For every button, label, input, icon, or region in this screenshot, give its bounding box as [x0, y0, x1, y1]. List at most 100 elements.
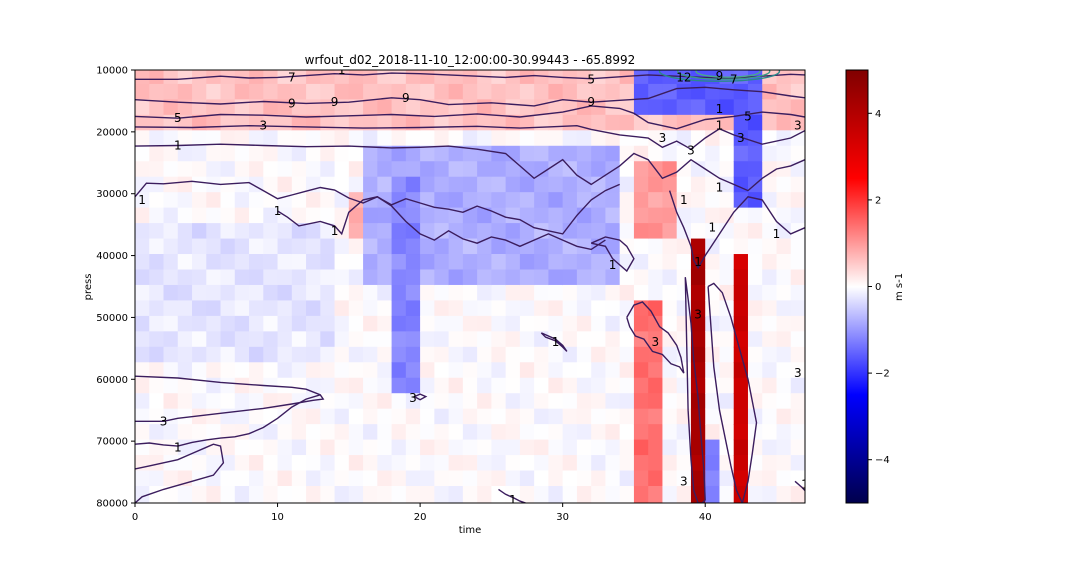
heatmap-cell [391, 331, 407, 348]
heatmap-cell [705, 99, 721, 116]
heatmap-cell [263, 424, 279, 441]
contour-label: 1 [338, 63, 346, 77]
heatmap-cell [206, 331, 222, 348]
heatmap-cell [477, 70, 492, 85]
heatmap-cell [662, 238, 678, 255]
heatmap-cell [277, 393, 293, 410]
heatmap-cell [776, 83, 792, 100]
heatmap-cell [462, 176, 478, 193]
heatmap-cell [719, 485, 735, 503]
heatmap-cell [448, 424, 464, 441]
heatmap-cell [548, 114, 564, 131]
heatmap-cell [149, 99, 165, 116]
heatmap-cell [648, 207, 664, 224]
heatmap-cell [648, 470, 664, 487]
heatmap-cell [405, 130, 421, 147]
colorbar-tick-label: −2 [875, 369, 890, 380]
heatmap-cell [163, 362, 179, 379]
heatmap-cell [149, 300, 165, 317]
heatmap-cell [448, 393, 464, 410]
heatmap-cell [220, 99, 236, 116]
heatmap-cell [633, 439, 649, 456]
heatmap-cell [690, 254, 706, 271]
heatmap-cell [220, 470, 236, 487]
heatmap-cell [605, 254, 621, 271]
heatmap-cell [149, 439, 165, 456]
heatmap-cell [491, 455, 507, 472]
heatmap-cell [434, 192, 450, 209]
heatmap-cell [762, 223, 778, 240]
contour-line [498, 488, 526, 503]
heatmap-cell [149, 346, 165, 363]
heatmap-cell [719, 315, 735, 332]
heatmap-cell [690, 300, 706, 317]
colorbar-tick-label: 2 [875, 195, 881, 206]
heatmap-cell [519, 192, 535, 209]
heatmap-cell [306, 130, 321, 147]
heatmap-cell [776, 223, 792, 240]
contour-label: 3 [160, 414, 168, 428]
heatmap-cell [348, 362, 364, 379]
heatmap-cell [747, 315, 763, 332]
heatmap-cell [477, 362, 492, 379]
heatmap-cell [505, 145, 521, 162]
heatmap-cell [405, 192, 421, 209]
heatmap-cell [733, 393, 749, 410]
heatmap-cell [377, 130, 393, 147]
heatmap-cell [648, 284, 664, 302]
heatmap-cell [334, 300, 350, 317]
heatmap-cell [249, 254, 264, 271]
heatmap-cell [220, 130, 236, 147]
heatmap-cell [733, 114, 749, 131]
heatmap-cell [434, 439, 450, 456]
heatmap-cell [291, 439, 307, 456]
heatmap-cell [605, 346, 621, 363]
heatmap-cell [719, 207, 735, 224]
heatmap-cell [220, 114, 236, 131]
heatmap-cell [491, 439, 507, 456]
heatmap-cell [491, 269, 507, 286]
heatmap-cell [163, 470, 179, 487]
heatmap-cell [234, 238, 250, 255]
heatmap-cell [519, 470, 535, 487]
heatmap-cell [377, 346, 393, 363]
heatmap-cell [519, 70, 535, 85]
heatmap-cell [548, 192, 564, 209]
heatmap-cell [633, 315, 649, 332]
heatmap-cell [405, 83, 421, 100]
heatmap-cell [277, 223, 293, 240]
heatmap-cell [534, 269, 550, 286]
heatmap-cell [149, 145, 165, 162]
heatmap-cell [263, 284, 279, 302]
heatmap-cell [363, 254, 378, 271]
heatmap-cell [633, 269, 649, 286]
contour-label: 1 [694, 255, 702, 269]
heatmap-cell [776, 99, 792, 116]
heatmap-cell [163, 192, 179, 209]
heatmap-cell [320, 284, 336, 302]
heatmap-cell [434, 269, 450, 286]
heatmap-cell [462, 300, 478, 317]
heatmap-cell [391, 315, 407, 332]
heatmap-cell [662, 145, 678, 162]
heatmap-cell [192, 207, 207, 224]
heatmap-cell [306, 362, 321, 379]
y-axis-ticks: 10000 20000 30000 40000 50000 60000 70000 80000 [96, 66, 135, 510]
heatmap-cell [192, 455, 207, 472]
heatmap-cell [206, 161, 222, 178]
heatmap-cell [234, 284, 250, 302]
heatmap-cell [192, 315, 207, 332]
heatmap-cell [705, 145, 721, 162]
heatmap-cell [519, 455, 535, 472]
heatmap-cell [234, 130, 250, 147]
heatmap-cell [762, 424, 778, 441]
heatmap-cell [149, 393, 165, 410]
heatmap-cell [790, 269, 805, 286]
heatmap-cell [491, 284, 507, 302]
heatmap-cell [747, 99, 763, 116]
heatmap-cell [548, 145, 564, 162]
heatmap-cell [762, 439, 778, 456]
heatmap-cell [519, 176, 535, 193]
heatmap-cell [619, 470, 635, 487]
heatmap-cell [505, 455, 521, 472]
